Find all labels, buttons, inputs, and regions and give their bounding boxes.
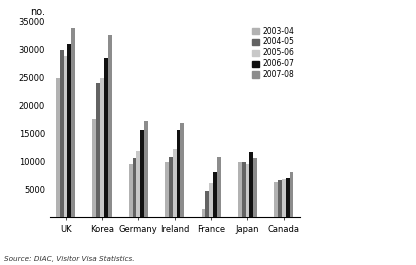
Bar <box>282 179 286 217</box>
Bar <box>173 149 177 217</box>
Bar <box>209 183 213 217</box>
Bar <box>202 209 206 217</box>
Bar <box>100 78 104 217</box>
Bar <box>206 191 209 217</box>
Bar <box>213 172 217 217</box>
Bar <box>108 35 111 217</box>
Bar <box>290 173 293 217</box>
Bar <box>242 162 245 217</box>
Bar <box>274 182 278 217</box>
Text: Source: DIAC, Visitor Visa Statistics.: Source: DIAC, Visitor Visa Statistics. <box>4 256 135 262</box>
Bar <box>165 162 169 217</box>
Bar <box>177 130 181 217</box>
Bar <box>144 121 148 217</box>
Bar <box>140 130 144 217</box>
Bar <box>96 83 100 217</box>
Legend: 2003-04, 2004-05, 2005-06, 2006-07, 2007-08: 2003-04, 2004-05, 2005-06, 2006-07, 2007… <box>251 25 296 81</box>
Bar <box>286 178 290 217</box>
Bar <box>253 158 257 217</box>
Bar <box>250 152 253 217</box>
Bar <box>56 78 60 217</box>
Bar <box>71 28 75 217</box>
Bar <box>278 180 282 217</box>
Bar <box>129 164 133 217</box>
Bar <box>136 151 140 217</box>
Bar <box>104 58 108 217</box>
Bar <box>169 157 173 217</box>
Bar <box>245 164 250 217</box>
Bar <box>60 50 64 217</box>
Bar <box>133 158 136 217</box>
Bar <box>64 56 67 217</box>
Bar <box>67 44 71 217</box>
Text: no.: no. <box>30 7 45 17</box>
Bar <box>217 157 220 217</box>
Bar <box>238 162 242 217</box>
Bar <box>181 123 184 217</box>
Bar <box>92 119 96 217</box>
